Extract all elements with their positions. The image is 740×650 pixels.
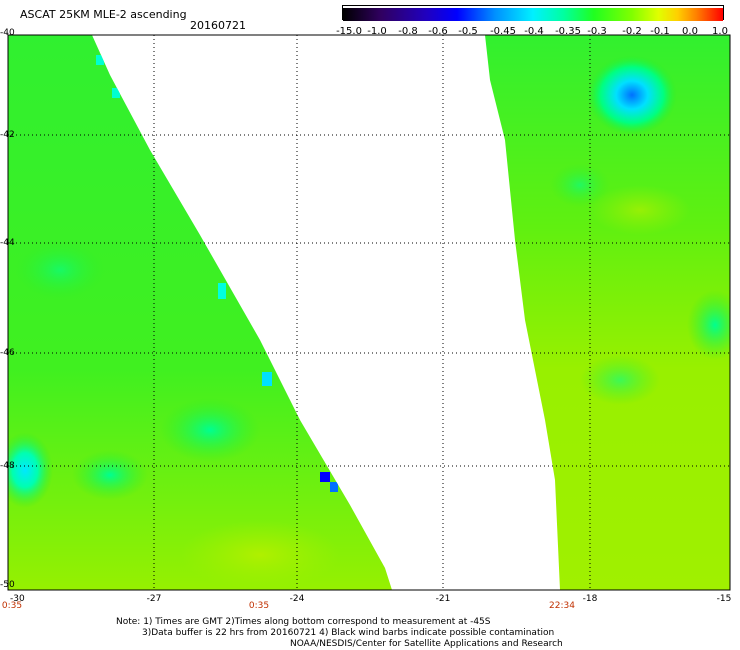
- map-date: 20160721: [190, 19, 246, 32]
- colorbar-label: -15.0: [336, 26, 362, 37]
- lon-label: -27: [147, 594, 162, 604]
- colorbar-label: -0.35: [555, 26, 581, 37]
- note-line: Note: 1) Times are GMT 2)Times along bot…: [116, 617, 563, 628]
- lon-label: -18: [583, 594, 598, 604]
- map-area: [0, 0, 740, 600]
- map-title: ASCAT 25KM MLE-2 ascending: [20, 8, 187, 21]
- lon-label: -24: [290, 594, 305, 604]
- note-line: 3)Data buffer is 22 hrs from 20160721 4)…: [116, 628, 563, 639]
- footnotes: Note: 1) Times are GMT 2)Times along bot…: [116, 617, 563, 650]
- lat-label: -46: [0, 348, 15, 358]
- colorbar-gradient: [343, 8, 723, 21]
- lat-label: -50: [0, 580, 15, 590]
- colorbar-label: -0.8: [398, 26, 418, 37]
- time-label: 0:35: [249, 601, 269, 611]
- colorbar-label: -0.3: [587, 26, 607, 37]
- wind-map-svg: [0, 0, 740, 600]
- left-swath: [0, 30, 400, 595]
- time-label: 22:34: [549, 601, 575, 611]
- lat-label: -42: [0, 130, 15, 140]
- colorbar-label: -1.0: [367, 26, 387, 37]
- colorbar-label: -0.45: [490, 26, 516, 37]
- lon-label: -21: [436, 594, 451, 604]
- colorbar: [342, 5, 724, 20]
- lat-label: -40: [0, 28, 15, 38]
- colorbar-label: -0.6: [428, 26, 448, 37]
- time-label: 0:35: [2, 601, 22, 611]
- colorbar-label: -0.1: [650, 26, 670, 37]
- colorbar-label: -0.4: [524, 26, 544, 37]
- colorbar-labels: -15.0 -1.0 -0.8 -0.6 -0.5 -0.45 -0.4 -0.…: [320, 26, 740, 40]
- colorbar-label: 0.0: [682, 26, 698, 37]
- lat-label: -48: [0, 461, 15, 471]
- colorbar-label: -0.2: [622, 26, 642, 37]
- right-swath: [480, 30, 740, 595]
- colorbar-label: -0.5: [458, 26, 478, 37]
- lon-label: -15: [717, 594, 732, 604]
- colorbar-label: 1.0: [712, 26, 728, 37]
- note-line: NOAA/NESDIS/Center for Satellite Applica…: [116, 639, 563, 650]
- lat-label: -44: [0, 238, 15, 248]
